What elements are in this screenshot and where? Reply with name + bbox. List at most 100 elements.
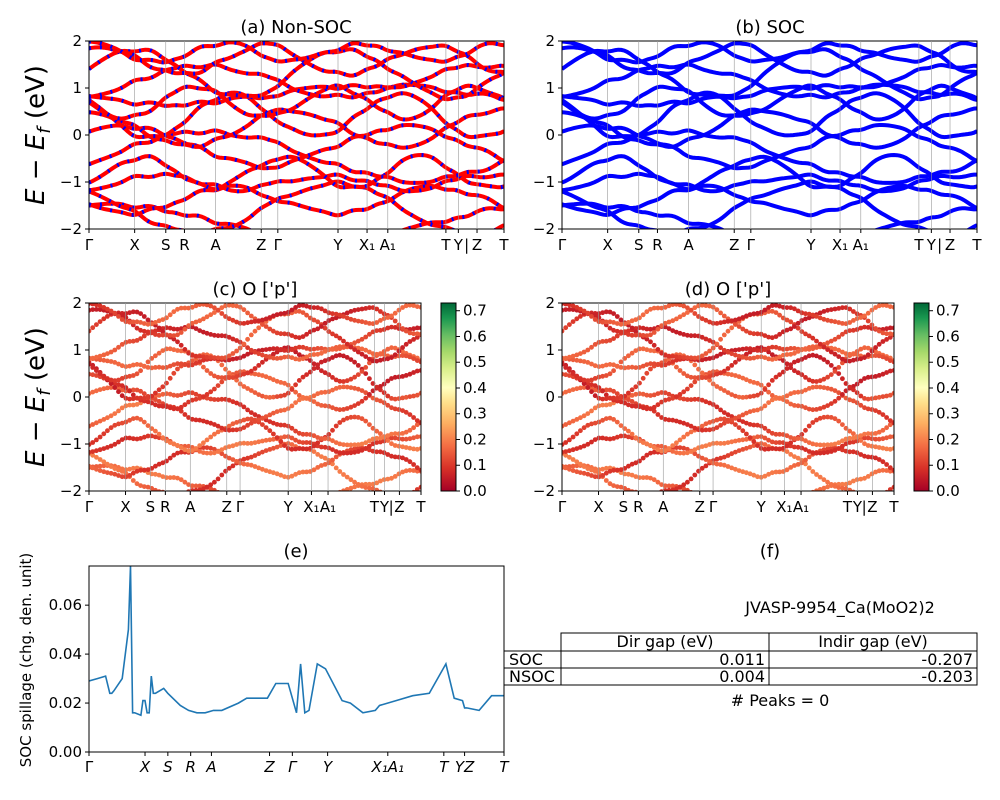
band-point <box>226 465 232 471</box>
band-point <box>134 481 140 487</box>
band-point <box>407 394 413 399</box>
band-point <box>282 407 287 413</box>
band-point <box>618 329 624 335</box>
band-point <box>293 437 298 443</box>
band-point <box>644 362 650 367</box>
band-point <box>714 425 720 430</box>
band-point <box>766 389 771 395</box>
band-point <box>626 332 631 337</box>
band-point <box>141 314 147 319</box>
band-point <box>370 436 376 442</box>
band-point <box>260 321 265 327</box>
band-point <box>208 445 214 451</box>
band-point <box>581 425 587 431</box>
band-point <box>887 468 893 474</box>
band-point <box>685 355 690 360</box>
band-point <box>836 365 842 370</box>
band-point <box>182 362 188 368</box>
band-point <box>626 365 631 370</box>
band-point <box>648 361 653 367</box>
band-point <box>611 362 616 368</box>
band-point <box>677 330 683 336</box>
band-point <box>563 365 569 370</box>
x-tick-label: Γ <box>85 758 94 776</box>
band-point <box>400 395 405 401</box>
band-point <box>843 321 849 327</box>
band-point <box>134 371 140 377</box>
band-point <box>385 378 391 384</box>
band-point <box>123 364 129 369</box>
band-point <box>363 418 369 424</box>
band-point <box>337 378 343 384</box>
band-point <box>204 330 210 336</box>
band-point <box>648 406 653 412</box>
band-point <box>596 315 602 321</box>
band-point <box>825 359 830 365</box>
band-point <box>578 376 583 381</box>
band-point <box>392 443 398 448</box>
band-point <box>119 313 125 319</box>
band-point <box>840 360 845 366</box>
band-point <box>733 347 738 353</box>
panel-a-title: (a) Non-SOC <box>240 17 351 38</box>
band-point <box>847 440 853 445</box>
panel-d: 210−1−2Γ X S R A Z Γ Y X₁ A₁ T Y | Z T 0.00.10.20.30.4… <box>533 294 960 516</box>
band-point <box>740 428 746 434</box>
band-point <box>600 402 605 408</box>
band-point <box>891 325 894 331</box>
band-point <box>245 320 251 326</box>
band-point <box>134 319 140 325</box>
band-point <box>614 467 620 473</box>
x-tick-label: Y <box>926 236 937 254</box>
band-point <box>337 407 343 413</box>
band-point <box>252 371 258 377</box>
band-point <box>847 384 853 390</box>
y-tick-label: −2 <box>533 482 555 500</box>
colorbar-tick-label: 0.7 <box>463 302 487 320</box>
x-tick-label: | <box>937 236 942 254</box>
band-point <box>887 358 893 363</box>
band-point <box>611 327 616 333</box>
band-point <box>836 395 842 401</box>
band-point <box>640 363 646 369</box>
x-tick-label: T <box>439 758 450 776</box>
band-point <box>248 313 254 319</box>
band-point <box>703 351 709 356</box>
band-point <box>178 404 184 410</box>
band-point <box>392 431 398 437</box>
band-point <box>330 461 335 467</box>
band-point <box>769 357 775 362</box>
band-point <box>341 384 346 390</box>
band-point <box>230 303 236 308</box>
band-point <box>219 311 225 316</box>
band-point <box>648 393 653 398</box>
band-point <box>407 303 413 308</box>
band-point <box>714 341 720 347</box>
band-point <box>810 441 816 447</box>
band-point <box>600 373 605 379</box>
band-point <box>736 468 742 473</box>
band-point <box>153 320 158 325</box>
band-point <box>252 464 258 469</box>
band-point <box>578 445 583 450</box>
y-tick-label: 1 <box>545 341 555 359</box>
band-point <box>296 397 302 403</box>
band-point <box>414 368 420 374</box>
band-point <box>574 459 580 465</box>
band-point <box>718 370 723 376</box>
band-point <box>784 346 790 352</box>
band-point <box>226 334 232 340</box>
band-point <box>171 336 177 342</box>
band-point <box>322 308 328 314</box>
band-point <box>633 384 639 390</box>
band-point <box>644 336 650 342</box>
band-point <box>854 316 860 321</box>
band-point <box>688 397 694 402</box>
band-point <box>847 358 853 364</box>
band-point <box>315 365 321 371</box>
band-point <box>363 440 369 446</box>
band-point <box>607 395 613 401</box>
band-point <box>662 390 668 396</box>
band-point <box>884 326 889 332</box>
band-point <box>241 461 247 467</box>
